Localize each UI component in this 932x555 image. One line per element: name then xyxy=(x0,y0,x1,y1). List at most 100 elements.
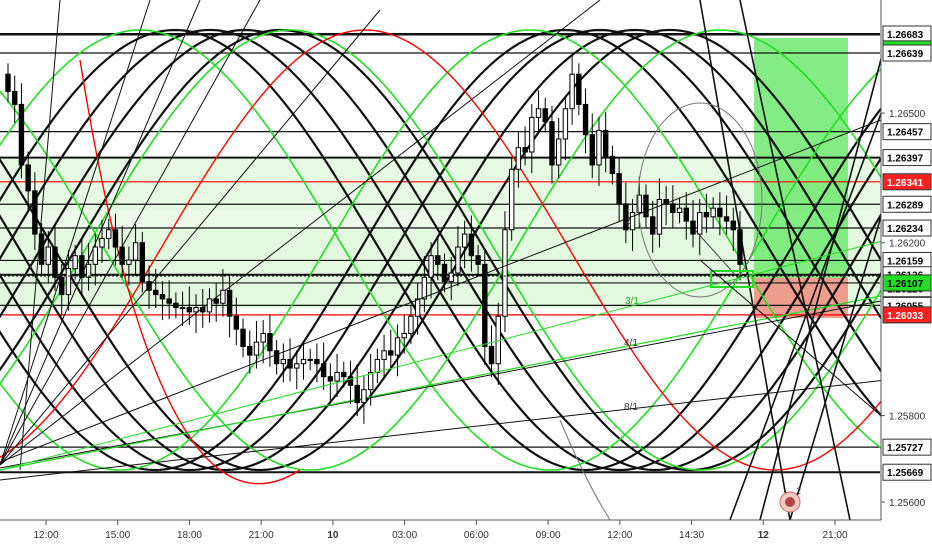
cycle-curve-green-a xyxy=(0,29,901,471)
candle-body-32 xyxy=(220,289,226,304)
candle-body-19 xyxy=(132,242,139,261)
annotation-8-1: 8/1 xyxy=(624,402,638,413)
candle-body-67 xyxy=(455,246,461,274)
candle-body-55 xyxy=(374,358,381,373)
candle-body-36 xyxy=(247,345,253,356)
price-label-box-13 xyxy=(882,306,932,324)
time-tick-label-4: 10 xyxy=(327,530,339,541)
candle-body-34 xyxy=(233,315,240,330)
candle-body-58 xyxy=(394,337,401,356)
cycle-curve-black-3 xyxy=(0,28,901,472)
candle-body-54 xyxy=(367,371,374,391)
candle-body-0 xyxy=(5,73,11,92)
band-upper xyxy=(0,159,880,211)
candle-body-82 xyxy=(555,138,562,166)
time-axis[interactable]: 12:00 15:00 18:00 21:00 10 03:00 06:00 09:00 12:… xyxy=(0,519,932,550)
candle-body-59 xyxy=(401,332,407,339)
candle-body-44 xyxy=(300,358,307,365)
candle-body-52 xyxy=(354,384,360,404)
price-label-box-3 xyxy=(882,123,932,141)
fan-line-0 xyxy=(0,0,151,466)
candle-body-48 xyxy=(327,376,334,382)
gann-fan-lines xyxy=(0,0,887,521)
time-tick-label-8: 12:00 xyxy=(607,530,632,541)
price-label-11: 1.26107 xyxy=(887,279,924,290)
candle-body-14 xyxy=(99,237,105,248)
fan-line-right-1 xyxy=(789,199,887,521)
time-tick-label-3: 21:00 xyxy=(249,530,274,541)
candle-body-49 xyxy=(334,371,340,382)
price-label-box-11 xyxy=(882,274,932,292)
cycle-curve-red-a xyxy=(0,29,901,471)
candle-body-9 xyxy=(65,268,72,296)
fan-line-right-4 xyxy=(739,0,851,521)
time-tick-label-5: 03:00 xyxy=(392,530,417,541)
fan-line-6 xyxy=(0,379,887,481)
candle-body-60 xyxy=(408,315,414,334)
candle-body-46 xyxy=(314,358,320,365)
candle-body-29 xyxy=(200,307,206,313)
candle-body-4 xyxy=(32,190,38,235)
candle-body-38 xyxy=(260,332,266,343)
candle-body-28 xyxy=(193,307,199,313)
candle-body-100 xyxy=(676,207,683,213)
price-label-4: 1.26397 xyxy=(887,154,924,165)
candle-body-57 xyxy=(388,350,394,356)
candle-body-25 xyxy=(173,302,179,309)
candle-body-35 xyxy=(240,328,246,347)
badge-number: 2 xyxy=(796,486,801,496)
candle-body-97 xyxy=(656,199,663,235)
time-tick-label-6: 06:00 xyxy=(464,530,489,541)
candle-body-53 xyxy=(361,389,367,404)
price-label-6: 1.26289 xyxy=(887,200,924,211)
candle-body-15 xyxy=(106,229,112,239)
arc-circle xyxy=(637,102,763,298)
time-tick-label-11: 21:00 xyxy=(822,530,847,541)
candle-body-20 xyxy=(139,242,146,283)
price-label-box-14 xyxy=(882,438,932,456)
candle-body-1 xyxy=(12,90,18,105)
candle-body-86 xyxy=(582,103,589,136)
candle-body-40 xyxy=(273,350,280,365)
candle-body-92 xyxy=(623,203,629,231)
candle-body-62 xyxy=(421,276,428,300)
price-label-box-7 xyxy=(882,219,932,237)
price-label-box-6 xyxy=(882,195,932,213)
candle-body-64 xyxy=(435,255,441,265)
price-label-box-5 xyxy=(882,173,932,191)
annotation-4-1: 4/1 xyxy=(624,338,638,349)
candle-body-91 xyxy=(616,173,622,205)
candle-body-26 xyxy=(179,307,186,310)
candle-body-85 xyxy=(576,73,582,105)
candle-body-90 xyxy=(609,155,616,175)
candle-body-106 xyxy=(717,207,723,218)
candle-body-71 xyxy=(482,263,488,347)
candle-body-2 xyxy=(18,103,25,166)
candle-body-88 xyxy=(596,129,602,166)
fan-line-1 xyxy=(0,0,201,466)
fan-line-right-0 xyxy=(759,39,887,521)
price-label-14: 1.25727 xyxy=(887,443,924,454)
candle-body-42 xyxy=(287,358,293,369)
price-label-7: 1.26234 xyxy=(887,224,924,235)
fan-line-green xyxy=(0,294,887,471)
price-label-5: 1.26341 xyxy=(887,178,924,189)
idea-badge-icon[interactable]: 2 xyxy=(779,486,801,513)
candle-body-83 xyxy=(562,108,569,140)
candle-body-18 xyxy=(126,259,132,265)
time-tick-label-1: 15:00 xyxy=(105,530,130,541)
cycle-curve-black-1 xyxy=(0,28,901,472)
time-axis-bg xyxy=(0,520,932,550)
price-axis[interactable]: 1.26500 1.26200 1.25800 1.25600 1.26683 1.266… xyxy=(880,0,932,520)
candle-body-70 xyxy=(475,255,481,265)
candle-body-5 xyxy=(38,233,45,265)
candle-body-81 xyxy=(549,121,555,166)
candlestick-series xyxy=(5,55,743,424)
cycle-curve-black-b-3 xyxy=(0,28,901,472)
candle-body-12 xyxy=(85,263,92,278)
candle-body-89 xyxy=(602,129,609,157)
cycle-curve-black-2 xyxy=(0,28,901,472)
candle-body-76 xyxy=(515,147,522,170)
fan-line-4 xyxy=(0,0,601,466)
price-tick-label-3: 1.25600 xyxy=(889,498,926,509)
